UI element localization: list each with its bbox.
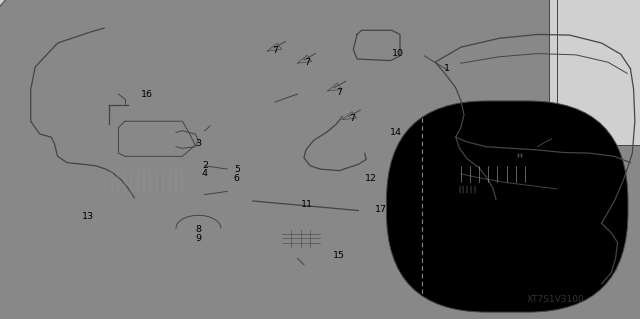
Circle shape	[0, 0, 525, 319]
Text: 14: 14	[390, 128, 401, 137]
Text: 5: 5	[234, 165, 240, 174]
FancyBboxPatch shape	[387, 101, 628, 312]
Text: XT7S1V3100: XT7S1V3100	[527, 295, 584, 304]
Text: 13: 13	[465, 273, 476, 282]
Text: 15: 15	[333, 251, 345, 260]
Text: 7: 7	[349, 114, 355, 122]
Text: 6: 6	[234, 174, 240, 183]
Circle shape	[0, 0, 456, 319]
Text: 17: 17	[375, 205, 387, 214]
Text: 3: 3	[195, 139, 202, 148]
Text: 7: 7	[304, 58, 310, 67]
Text: 1: 1	[444, 64, 450, 73]
Circle shape	[0, 0, 535, 319]
Polygon shape	[298, 55, 312, 63]
Bar	[230, 173, 248, 183]
Text: 4: 4	[202, 169, 208, 178]
Text: 14: 14	[535, 170, 547, 179]
Text: 7: 7	[336, 88, 342, 97]
Bar	[366, 203, 376, 209]
Text: 8: 8	[195, 225, 202, 234]
Bar	[282, 230, 320, 247]
Text: 11: 11	[301, 200, 313, 209]
Ellipse shape	[132, 132, 156, 145]
Text: H: H	[517, 153, 522, 159]
Polygon shape	[118, 121, 195, 156]
Ellipse shape	[362, 38, 381, 55]
Circle shape	[60, 0, 640, 319]
Text: 16: 16	[141, 90, 153, 99]
Bar	[364, 198, 379, 207]
Bar	[355, 166, 374, 179]
Text: 13: 13	[83, 212, 94, 221]
Polygon shape	[176, 131, 198, 148]
Polygon shape	[342, 112, 356, 120]
Polygon shape	[328, 83, 342, 91]
Text: 2: 2	[202, 161, 208, 170]
Circle shape	[0, 0, 551, 319]
Ellipse shape	[454, 184, 480, 194]
Circle shape	[0, 0, 605, 319]
Bar	[358, 172, 371, 181]
Ellipse shape	[520, 260, 616, 279]
Polygon shape	[268, 43, 282, 51]
Text: 7: 7	[272, 46, 278, 55]
Bar	[230, 161, 248, 172]
Text: 10: 10	[392, 49, 404, 58]
Polygon shape	[353, 30, 400, 61]
Text: 12: 12	[365, 174, 377, 182]
Text: 9: 9	[195, 234, 202, 243]
